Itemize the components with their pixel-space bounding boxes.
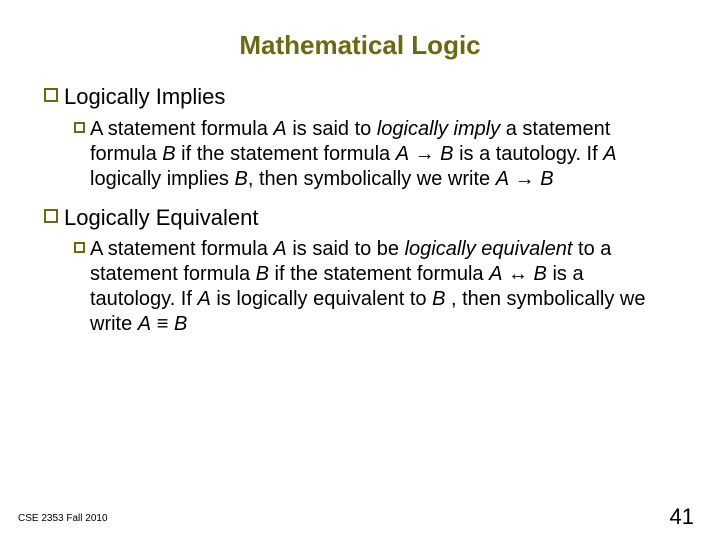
- section-body-text: A statement formula A is said to logical…: [90, 117, 680, 192]
- slide-title: Mathematical Logic: [40, 30, 680, 61]
- section-heading-text: Logically Implies: [64, 83, 225, 111]
- square-bullet-icon: [74, 122, 85, 133]
- page-number: 41: [670, 504, 694, 530]
- section-body: A statement formula A is said to logical…: [74, 117, 680, 192]
- section-body: A statement formula A is said to be logi…: [74, 237, 680, 337]
- section-heading-text: Logically Equivalent: [64, 204, 258, 232]
- content: Logically Implies A statement formula A i…: [40, 83, 680, 337]
- section-body-text: A statement formula A is said to be logi…: [90, 237, 680, 337]
- square-bullet-icon: [44, 209, 58, 223]
- footer-text: CSE 2353 Fall 2010: [18, 513, 108, 524]
- section-heading: Logically Implies: [44, 83, 680, 111]
- slide: Mathematical Logic Logically Implies A st…: [0, 0, 720, 540]
- square-bullet-icon: [74, 242, 85, 253]
- section-heading: Logically Equivalent: [44, 204, 680, 232]
- square-bullet-icon: [44, 88, 58, 102]
